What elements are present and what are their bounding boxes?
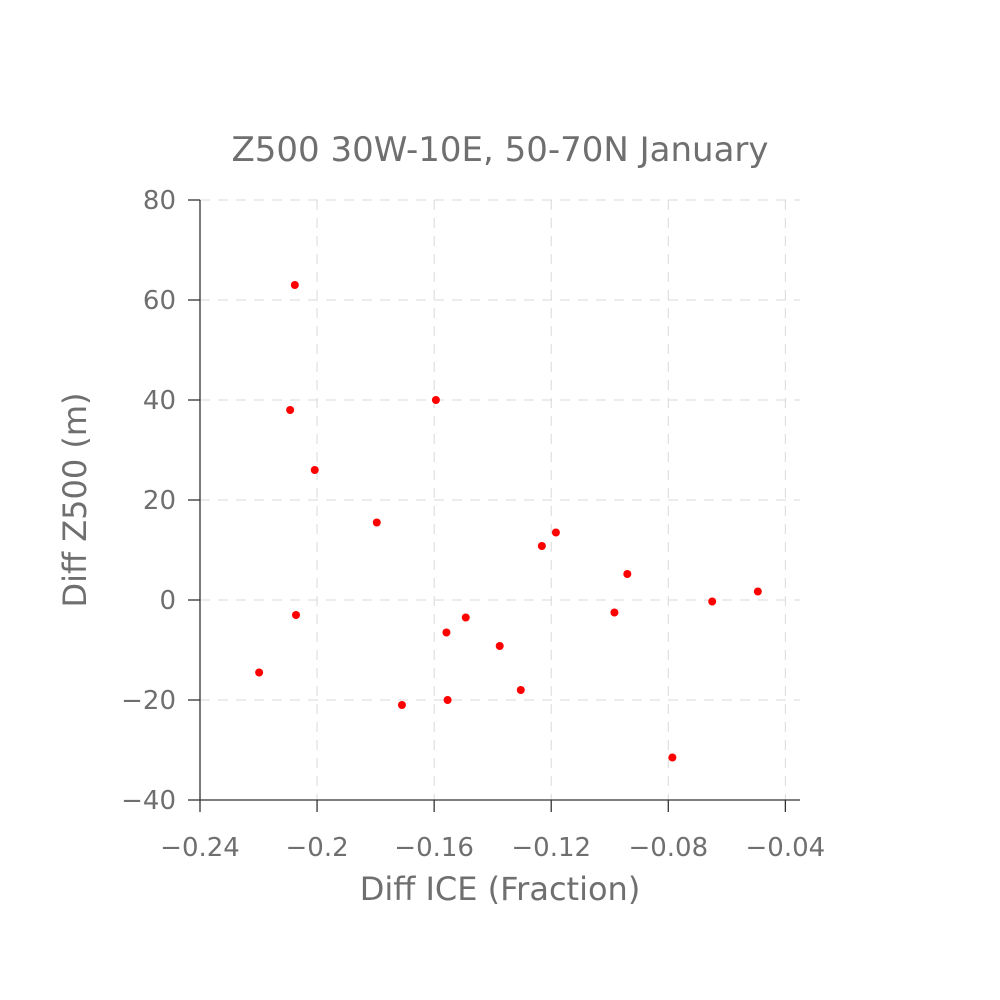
y-tick-label: 60	[143, 286, 176, 316]
ticks: −0.24 −0.2 −0.16 −0.12 −0.08 −0.04 −40 −20 0 20 40…	[121, 186, 825, 863]
y-tick-label: 80	[143, 186, 176, 216]
chart-title: Z500 30W-10E, 50-70N January	[231, 130, 768, 170]
y-tick-label: −40	[121, 786, 176, 816]
data-point	[495, 642, 504, 650]
data-points	[255, 281, 762, 762]
x-tick-label: −0.24	[160, 833, 240, 863]
grid	[200, 199, 800, 800]
x-tick-label: −0.16	[394, 833, 474, 863]
data-point	[372, 518, 381, 527]
data-point	[310, 466, 319, 474]
data-point	[537, 542, 546, 550]
data-point	[397, 701, 406, 709]
x-tick-label: −0.2	[286, 833, 349, 863]
y-tick-label: 0	[159, 586, 176, 616]
y-axis-label: Diff Z500 (m)	[56, 392, 94, 607]
data-point	[443, 696, 452, 704]
data-point	[551, 528, 560, 537]
y-tick-label: 20	[143, 486, 176, 516]
data-point	[516, 686, 525, 694]
data-point	[292, 611, 300, 619]
data-point	[255, 668, 264, 677]
data-point	[461, 613, 470, 622]
data-point	[623, 570, 632, 578]
data-point	[668, 753, 677, 762]
data-point	[286, 406, 295, 414]
data-point	[431, 396, 440, 404]
x-axis-label: Diff ICE (Fraction)	[360, 870, 641, 908]
data-point	[708, 597, 717, 606]
data-point	[290, 281, 299, 289]
data-point	[610, 608, 619, 617]
y-tick-label: −20	[121, 686, 176, 716]
y-tick-label: 40	[143, 386, 176, 416]
x-tick-label: −0.04	[746, 833, 826, 863]
x-tick-label: −0.08	[628, 833, 708, 863]
data-point	[442, 628, 451, 637]
x-tick-label: −0.12	[511, 833, 591, 863]
data-point	[753, 587, 762, 596]
